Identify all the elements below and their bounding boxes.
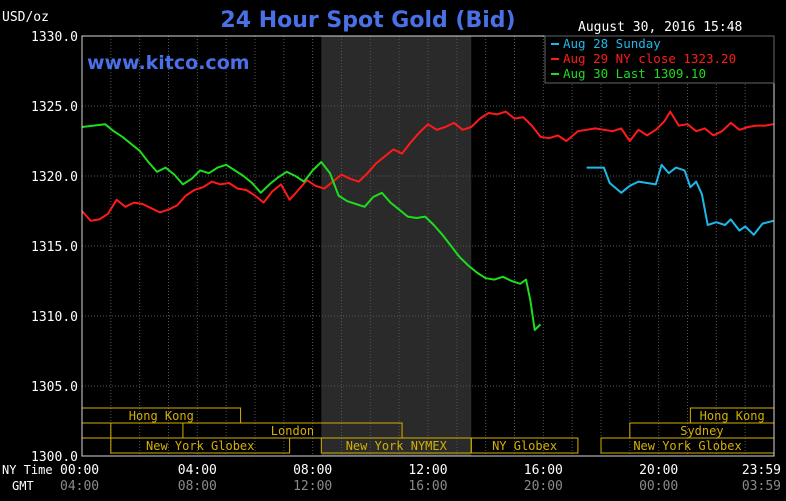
brand-watermark: www.kitco.com — [87, 52, 250, 74]
series-line-2 — [81, 110, 774, 222]
x-tick-gmt: 03:59 — [742, 479, 781, 494]
session-label: New York Globex — [633, 439, 741, 453]
y-tick-label: 1310.0 — [31, 310, 78, 325]
session-box-frame — [182, 422, 403, 439]
x-tick-gmt: 04:00 — [60, 479, 99, 494]
session-box: London — [182, 422, 403, 439]
y-tick-label: 1300.0 — [31, 450, 78, 465]
legend-label: Aug 30 Last 1309.10 — [563, 66, 706, 81]
legend-label: Aug 29 NY close 1323.20 — [563, 51, 736, 66]
legend-label: Aug 28 Sunday — [563, 36, 661, 51]
x-tick-ny: 08:00 — [293, 463, 332, 478]
y-tick-label: 1305.0 — [31, 380, 78, 395]
x-tick-gmt: 00:00 — [639, 479, 678, 494]
session-label: Sydney — [680, 424, 723, 438]
y-axis-ticks: 1300.0 1305.0 1310.0 1315.0 1320.0 1325.0 1330… — [31, 30, 78, 465]
session-label: London — [271, 424, 314, 438]
x-tick-ny: 12:00 — [408, 463, 447, 478]
session-box: NY Globex — [470, 437, 579, 454]
y-tick-label: 1320.0 — [31, 170, 78, 185]
x-tick-gmt: 08:00 — [178, 479, 217, 494]
x-tick-ny: 00:00 — [60, 463, 99, 478]
x-tick-gmt: 20:00 — [524, 479, 563, 494]
session-box: New York Globex — [110, 437, 291, 454]
y-axis-unit: USD/oz — [2, 10, 49, 25]
x-tick-ny: 16:00 — [524, 463, 563, 478]
legend-entry: Aug 28 Sunday — [551, 36, 661, 51]
row-label-ny: NY Time — [2, 463, 53, 477]
y-tick-label: 1330.0 — [31, 30, 78, 45]
trading-sessions: Hong Kong London New York Globex New York N… — [81, 407, 775, 454]
legend-entry: Aug 30 Last 1309.10 — [551, 66, 706, 81]
session-label: Hong Kong — [700, 409, 765, 423]
x-tick-ny: 20:00 — [639, 463, 678, 478]
row-label-gmt: GMT — [12, 479, 34, 493]
x-tick-ny: 04:00 — [178, 463, 217, 478]
y-tick-label: 1315.0 — [31, 240, 78, 255]
session-label: NY Globex — [492, 439, 557, 453]
session-box: Hong Kong — [689, 407, 775, 424]
session-label: New York Globex — [146, 439, 254, 453]
price-series — [81, 110, 774, 331]
series-line-1 — [586, 163, 774, 236]
x-tick-gmt: 16:00 — [408, 479, 447, 494]
chart-timestamp: August 30, 2016 15:48 — [578, 20, 742, 35]
x-tick-gmt: 12:00 — [293, 479, 332, 494]
x-tick-ny: 23:59 — [742, 463, 781, 478]
plot-frame — [81, 35, 775, 457]
legend-entry: Aug 29 NY close 1323.20 — [551, 51, 736, 66]
session-box-frame — [110, 437, 291, 454]
y-tick-label: 1325.0 — [31, 100, 78, 115]
legend-box — [544, 35, 775, 84]
series-line-3 — [81, 123, 542, 331]
chart-title: 24 Hour Spot Gold (Bid) — [220, 8, 515, 33]
session-label: New York NYMEX — [346, 439, 448, 453]
session-label: Hong Kong — [129, 409, 194, 423]
session-box-frame — [470, 437, 579, 454]
x-axis-ticks: NY TimeGMT00:0004:0004:0008:0008:0012:00… — [2, 463, 781, 494]
